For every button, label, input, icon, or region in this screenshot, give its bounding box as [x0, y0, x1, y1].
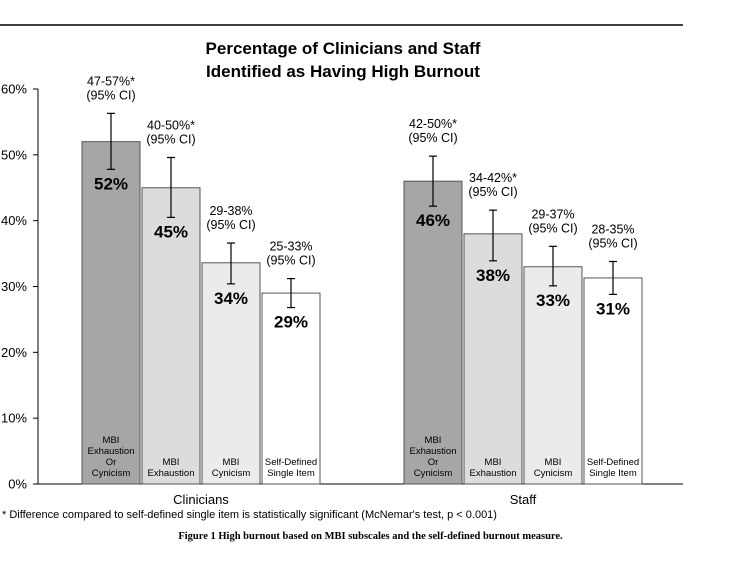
bar-category-label: MBI: [425, 435, 442, 446]
y-tick-label: 0%: [8, 477, 27, 492]
chart-title-line-1: Percentage of Clinicians and Staff: [206, 39, 481, 58]
bar-category-label: MBI: [485, 457, 502, 468]
bar-clinicians-3: [201, 262, 261, 485]
data-label: 29%: [274, 313, 308, 332]
data-label: 31%: [596, 299, 630, 318]
bar-category-label: Cynicism: [212, 468, 251, 479]
bar-staff-3: [523, 266, 583, 485]
significance-footnote: * Difference compared to self-defined si…: [2, 509, 497, 521]
bar-category-label: MBI: [163, 457, 180, 468]
ci-label-note: (95% CI): [266, 254, 315, 268]
bar-category-label: MBI: [545, 457, 562, 468]
y-tick-label: 50%: [1, 147, 27, 162]
data-label: 45%: [154, 222, 188, 241]
y-tick-label: 10%: [1, 411, 27, 426]
group-label-clinicians: Clinicians: [173, 492, 229, 507]
bar-category-label: Self-Defined: [587, 457, 639, 468]
bar-category-label: Exhaustion: [147, 468, 194, 479]
y-tick-label: 20%: [1, 345, 27, 360]
ci-label-range: 40-50%*: [147, 118, 195, 132]
bar-category-label: Exhaustion: [469, 468, 516, 479]
bar-staff-4: [583, 277, 643, 485]
bar-clinicians-4: [261, 292, 321, 485]
bar-category-label: MBI: [103, 435, 120, 446]
bar-category-label: Single Item: [589, 468, 637, 479]
ci-label-note: (95% CI): [206, 218, 255, 232]
ci-label-range: 28-35%: [591, 222, 634, 236]
bar-category-label: Cynicism: [414, 468, 453, 479]
ci-label-range: 25-33%: [269, 240, 312, 254]
ci-label-note: (95% CI): [528, 221, 577, 235]
data-label: 33%: [536, 291, 570, 310]
group-label-staff: Staff: [510, 492, 537, 507]
bar-category-label: Or: [106, 457, 117, 468]
bar-category-label: MBI: [223, 457, 240, 468]
bar-staff-1: [403, 180, 463, 485]
bar-category-label: Self-Defined: [265, 457, 317, 468]
ci-label-note: (95% CI): [146, 132, 195, 146]
bar-category-label: Cynicism: [92, 468, 131, 479]
y-tick-label: 40%: [1, 213, 27, 228]
y-tick-label: 30%: [1, 279, 27, 294]
ci-label-range: 42-50%*: [409, 117, 457, 131]
figure-caption: Figure 1 High burnout based on MBI subsc…: [178, 531, 563, 542]
ci-label-note: (95% CI): [86, 88, 135, 102]
ci-label-range: 47-57%*: [87, 74, 135, 88]
data-label: 46%: [416, 211, 450, 230]
data-label: 34%: [214, 289, 248, 308]
data-label: 52%: [94, 174, 128, 193]
bar-category-label: Exhaustion: [87, 446, 134, 457]
bar-category-label: Exhaustion: [409, 446, 456, 457]
ci-label-note: (95% CI): [408, 131, 457, 145]
ci-label-range: 29-38%: [209, 204, 252, 218]
bar-clinicians-2: [141, 187, 201, 485]
bar-category-label: Or: [428, 457, 439, 468]
data-label: 38%: [476, 266, 510, 285]
plot-area: 0%10%20%30%40%50%60%47-57%*(95% CI)52%MB…: [1, 74, 683, 507]
ci-label-note: (95% CI): [468, 185, 517, 199]
ci-label-range: 29-37%: [531, 207, 574, 221]
chart-title-line-2: Identified as Having High Burnout: [206, 62, 480, 81]
y-tick-label: 60%: [1, 82, 27, 97]
bar-category-label: Single Item: [267, 468, 315, 479]
ci-label-note: (95% CI): [588, 236, 637, 250]
bar-category-label: Cynicism: [534, 468, 573, 479]
ci-label-range: 34-42%*: [469, 171, 517, 185]
